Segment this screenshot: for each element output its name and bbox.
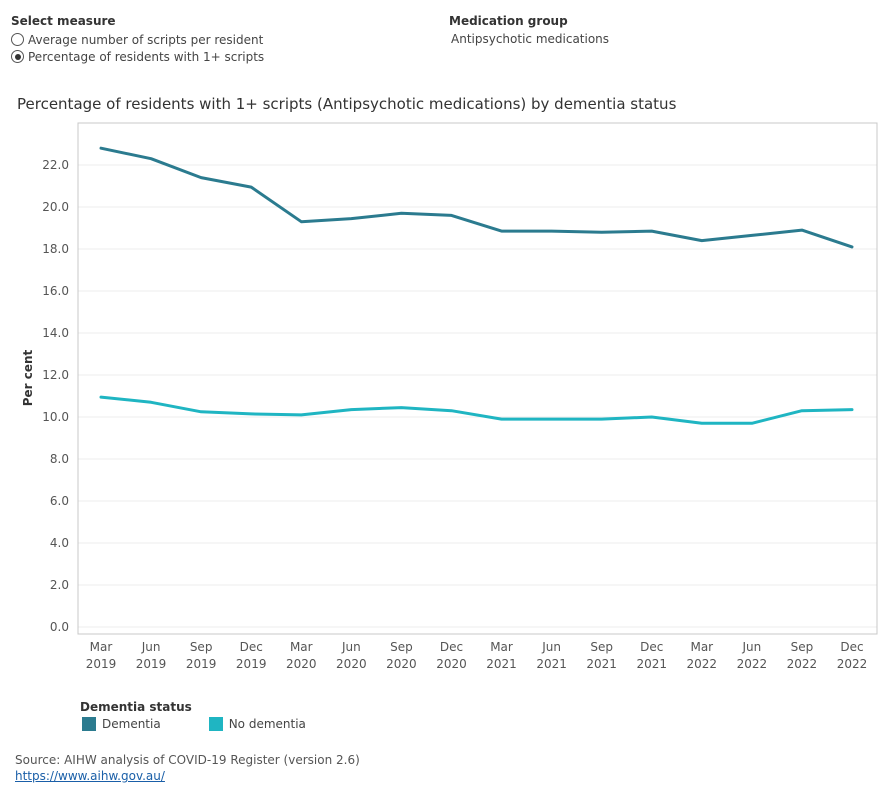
radio-average[interactable]: [11, 33, 24, 46]
y-tick-label: 6.0: [50, 494, 69, 508]
x-tick-label-year: 2022: [687, 657, 718, 671]
x-tick-label-year: 2020: [436, 657, 467, 671]
x-tick-label-month: Jun: [741, 640, 761, 654]
x-tick-label-month: Mar: [690, 640, 713, 654]
x-tick-label-year: 2022: [837, 657, 868, 671]
x-tick-label-month: Mar: [490, 640, 513, 654]
x-tick-label-year: 2022: [787, 657, 818, 671]
medication-group-value[interactable]: Antipsychotic medications: [451, 32, 610, 46]
x-tick-label-year: 2019: [86, 657, 117, 671]
x-tick-label-year: 2019: [236, 657, 267, 671]
x-tick-label-year: 2022: [737, 657, 768, 671]
legend-title: Dementia status: [80, 700, 192, 714]
x-tick-label-year: 2021: [586, 657, 617, 671]
legend-item-dementia[interactable]: Dementia: [82, 717, 161, 731]
y-tick-label: 12.0: [42, 368, 69, 382]
x-tick-label-month: Jun: [341, 640, 361, 654]
chart-title: Percentage of residents with 1+ scripts …: [17, 95, 677, 113]
x-tick-label-month: Jun: [141, 640, 161, 654]
legend-label-dementia: Dementia: [102, 717, 161, 731]
measure-option-average-label: Average number of scripts per resident: [28, 32, 264, 47]
measure-title: Select measure: [11, 14, 116, 28]
measure-radio-group: Average number of scripts per resident P…: [11, 31, 264, 65]
radio-percentage[interactable]: [11, 50, 24, 63]
source-text: Source: AIHW analysis of COVID-19 Regist…: [15, 753, 360, 767]
x-tick-label-month: Mar: [290, 640, 313, 654]
source-link[interactable]: https://www.aihw.gov.au/: [15, 769, 165, 783]
x-tick-label-year: 2019: [186, 657, 217, 671]
y-tick-label: 10.0: [42, 410, 69, 424]
x-tick-label-month: Sep: [390, 640, 413, 654]
medication-group-title: Medication group: [449, 14, 568, 28]
x-tick-label-month: Jun: [541, 640, 561, 654]
x-tick-label-year: 2021: [636, 657, 667, 671]
y-tick-label: 8.0: [50, 452, 69, 466]
x-tick-label-month: Dec: [840, 640, 863, 654]
measure-option-percentage-label: Percentage of residents with 1+ scripts: [28, 49, 265, 64]
y-tick-label: 0.0: [50, 620, 69, 634]
x-tick-label-year: 2021: [486, 657, 517, 671]
x-tick-label-month: Sep: [190, 640, 213, 654]
grid-lines: [78, 164, 877, 628]
series-lines: [99, 146, 854, 425]
x-tick-label-month: Dec: [240, 640, 263, 654]
y-tick-label: 2.0: [50, 578, 69, 592]
x-tick-label-month: Dec: [640, 640, 663, 654]
series-line-dementia[interactable]: [99, 146, 854, 249]
x-tick-label-year: 2020: [336, 657, 367, 671]
legend-swatch-dementia: [82, 717, 96, 731]
y-tick-label: 16.0: [42, 284, 69, 298]
y-axis-ticks: 0.0 2.0 4.0 6.0 8.0 10.0 12.0 14.0 16.0 18.0 20.0 2…: [42, 158, 69, 634]
x-tick-label-year: 2021: [536, 657, 567, 671]
y-tick-label: 20.0: [42, 200, 69, 214]
x-tick-label-month: Dec: [440, 640, 463, 654]
measure-option-average[interactable]: Average number of scripts per resident: [11, 31, 264, 48]
x-tick-label-year: 2020: [286, 657, 317, 671]
series-line-no-dementia[interactable]: [99, 395, 854, 425]
y-tick-label: 22.0: [42, 158, 69, 172]
x-tick-label-month: Sep: [590, 640, 613, 654]
y-tick-label: 4.0: [50, 536, 69, 550]
line-chart: 0.0 2.0 4.0 6.0 8.0 10.0 12.0 14.0 16.0 18.0 20.0 2…: [21, 122, 878, 671]
y-tick-label: 14.0: [42, 326, 69, 340]
x-axis-ticks: Mar 2019 Jun 2019 Sep 2019 Dec 2019 Mar 2020 Jun 20…: [86, 640, 868, 671]
x-tick-label-year: 2019: [136, 657, 167, 671]
y-tick-label: 18.0: [42, 242, 69, 256]
x-tick-label-month: Mar: [90, 640, 113, 654]
x-tick-label-month: Sep: [791, 640, 814, 654]
legend-item-no-dementia[interactable]: No dementia: [208, 717, 306, 731]
x-tick-label-year: 2020: [386, 657, 417, 671]
legend: Dementia No dementia: [82, 717, 306, 731]
y-axis-label: Per cent: [21, 349, 35, 406]
measure-option-percentage[interactable]: Percentage of residents with 1+ scripts: [11, 48, 264, 65]
legend-swatch-no-dementia: [208, 717, 223, 731]
plot-frame: [77, 122, 878, 635]
legend-label-no-dementia: No dementia: [228, 717, 306, 731]
